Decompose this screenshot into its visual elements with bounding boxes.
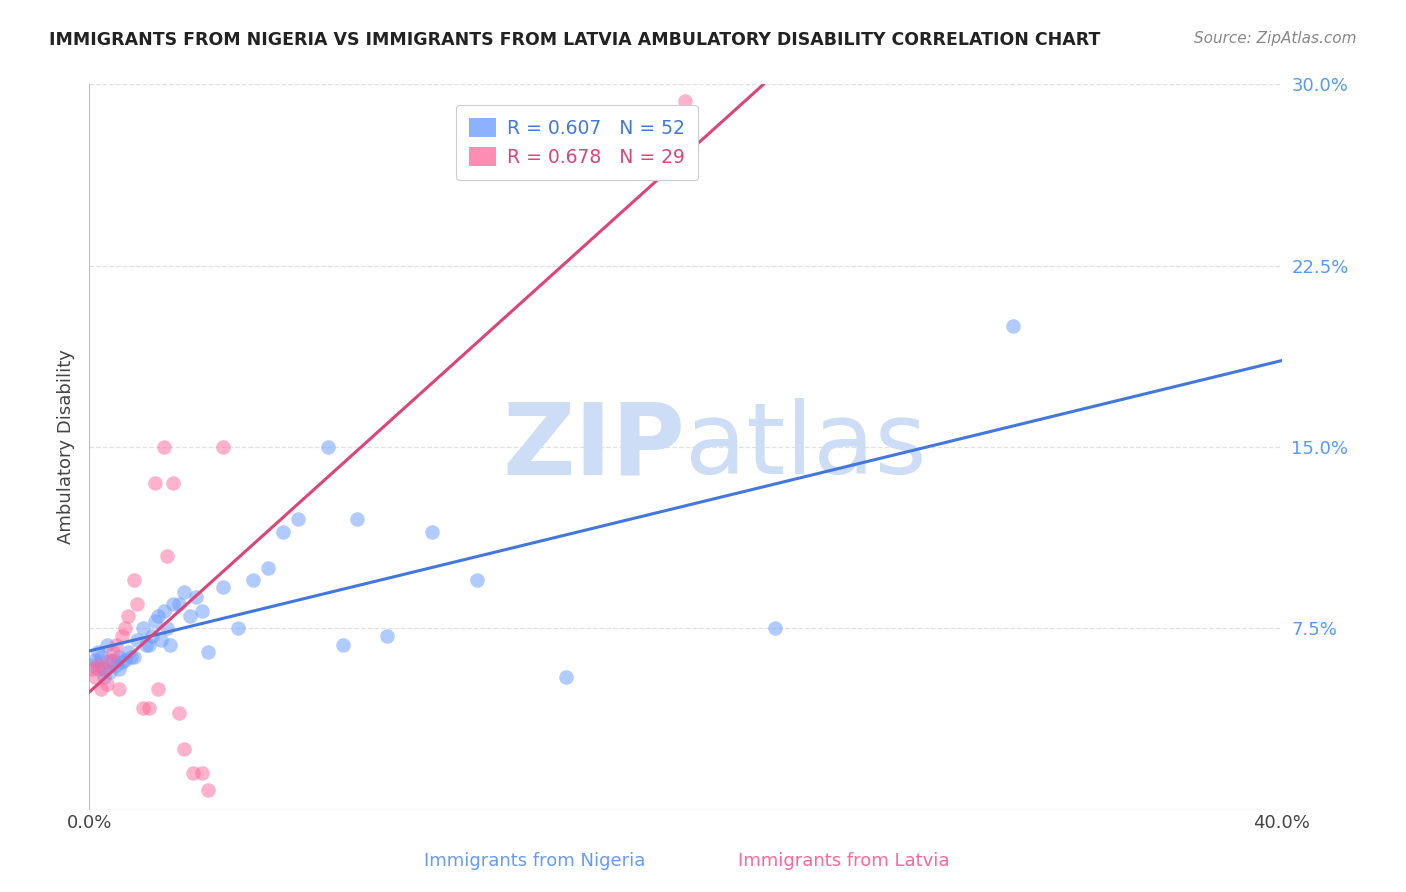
Point xyxy=(143,614,166,628)
Point xyxy=(87,645,110,659)
Point xyxy=(183,766,205,780)
Legend: R = 0.607   N = 52, R = 0.678   N = 29: R = 0.607 N = 52, R = 0.678 N = 29 xyxy=(456,104,697,180)
Point xyxy=(108,662,131,676)
Point xyxy=(80,657,103,672)
Point xyxy=(138,701,160,715)
Point xyxy=(122,573,145,587)
Point xyxy=(167,597,190,611)
Point xyxy=(173,742,195,756)
Point xyxy=(346,512,368,526)
Point xyxy=(152,440,174,454)
Point xyxy=(186,590,208,604)
Point xyxy=(141,628,163,642)
Point xyxy=(375,628,398,642)
Point xyxy=(138,638,160,652)
Point xyxy=(80,662,103,676)
Point xyxy=(96,638,118,652)
Point xyxy=(555,670,578,684)
Point xyxy=(465,573,488,587)
Point xyxy=(114,621,136,635)
Point xyxy=(101,645,124,659)
Point xyxy=(135,638,157,652)
Point xyxy=(242,573,264,587)
Point xyxy=(155,621,177,635)
Point xyxy=(257,561,280,575)
Point xyxy=(132,701,155,715)
Point xyxy=(132,621,155,635)
Point xyxy=(90,650,112,665)
Point xyxy=(114,653,136,667)
Point xyxy=(287,512,309,526)
Point xyxy=(108,681,131,696)
Point xyxy=(125,597,148,611)
Point xyxy=(101,653,124,667)
Point xyxy=(117,609,139,624)
Point xyxy=(191,766,214,780)
Point xyxy=(149,633,172,648)
Point xyxy=(197,645,219,659)
Point xyxy=(155,549,177,563)
Point xyxy=(84,670,107,684)
Point xyxy=(84,653,107,667)
Point xyxy=(93,662,115,676)
Point xyxy=(104,638,127,652)
Point xyxy=(111,628,134,642)
Point xyxy=(90,681,112,696)
Point xyxy=(271,524,294,539)
Point xyxy=(122,650,145,665)
Text: Immigrants from Latvia: Immigrants from Latvia xyxy=(738,852,949,870)
Point xyxy=(120,650,142,665)
Point xyxy=(104,657,127,672)
Point xyxy=(162,476,184,491)
Point xyxy=(98,653,121,667)
Point xyxy=(332,638,354,652)
Text: IMMIGRANTS FROM NIGERIA VS IMMIGRANTS FROM LATVIA AMBULATORY DISABILITY CORRELAT: IMMIGRANTS FROM NIGERIA VS IMMIGRANTS FR… xyxy=(49,31,1101,49)
Text: ZIP: ZIP xyxy=(502,399,685,495)
Point xyxy=(226,621,249,635)
Point xyxy=(96,655,118,669)
Point xyxy=(93,670,115,684)
Point xyxy=(420,524,443,539)
Point xyxy=(316,440,339,454)
Point xyxy=(143,476,166,491)
Point xyxy=(96,677,118,691)
Point xyxy=(159,638,181,652)
Point xyxy=(111,655,134,669)
Point xyxy=(125,633,148,648)
Point xyxy=(179,609,201,624)
Text: Immigrants from Nigeria: Immigrants from Nigeria xyxy=(423,852,645,870)
Y-axis label: Ambulatory Disability: Ambulatory Disability xyxy=(58,350,75,544)
Point xyxy=(173,585,195,599)
Point xyxy=(212,580,235,594)
Point xyxy=(117,645,139,659)
Point xyxy=(167,706,190,720)
Point xyxy=(212,440,235,454)
Text: Source: ZipAtlas.com: Source: ZipAtlas.com xyxy=(1194,31,1357,46)
Point xyxy=(108,650,131,665)
Point xyxy=(191,604,214,618)
Point xyxy=(197,783,219,797)
Point xyxy=(87,662,110,676)
Point xyxy=(162,597,184,611)
Point xyxy=(1002,319,1025,334)
Point xyxy=(763,621,786,635)
Point xyxy=(146,681,169,696)
Point xyxy=(93,662,115,676)
Text: atlas: atlas xyxy=(685,399,927,495)
Point xyxy=(87,657,110,672)
Point xyxy=(152,604,174,618)
Point xyxy=(98,665,121,679)
Point xyxy=(146,609,169,624)
Point xyxy=(673,95,696,109)
